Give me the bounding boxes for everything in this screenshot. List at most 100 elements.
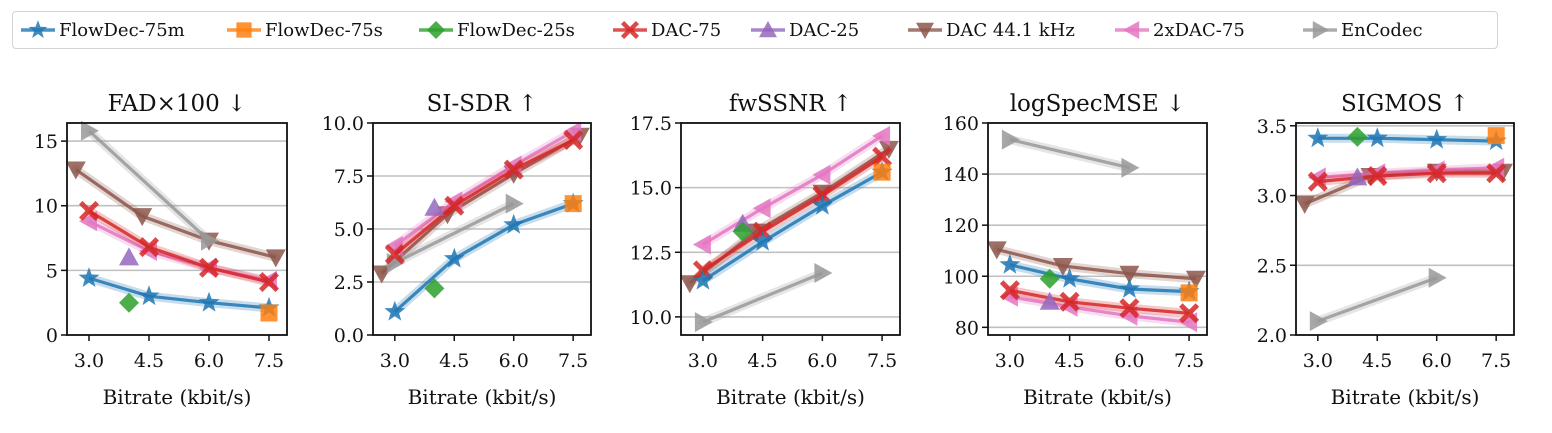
legend-label: DAC-25	[789, 20, 859, 41]
data-point	[1119, 265, 1140, 284]
data-point	[265, 249, 286, 268]
x-axis-label: Bitrate (kbit/s)	[1023, 385, 1172, 409]
series-dac-44-1-khz	[986, 241, 1206, 289]
legend: FlowDec-75m FlowDec-75s FlowDec-25s DAC-75 D…	[12, 11, 1498, 49]
data-point	[814, 263, 833, 283]
data-point	[132, 208, 153, 227]
data-point	[872, 146, 893, 167]
y-tick-label: 0.0	[334, 325, 364, 347]
data-point	[1309, 311, 1328, 332]
series-line	[1317, 166, 1497, 179]
axes-frame	[372, 122, 592, 336]
series-line	[702, 271, 824, 324]
data-point	[1185, 270, 1206, 289]
series-dac-75	[692, 146, 893, 281]
x-tick-label: 7.5	[1481, 350, 1511, 372]
x-tick-label: 6.0	[1422, 350, 1452, 372]
series-encodec	[1309, 267, 1447, 332]
axes-frame	[680, 122, 901, 336]
series-flowdec-75m	[692, 161, 893, 290]
legend-label: DAC-75	[651, 20, 721, 41]
data-point	[424, 278, 445, 299]
data-point	[1180, 284, 1198, 302]
data-point	[201, 230, 219, 251]
confidence-band	[84, 273, 274, 313]
legend-marker-square-icon	[236, 22, 252, 38]
legend-entry: DAC-25	[751, 20, 859, 41]
data-point	[424, 197, 445, 216]
series-line	[393, 138, 574, 256]
y-tick-label: 15.0	[630, 178, 672, 200]
x-axis-label: Bitrate (kbit/s)	[103, 385, 252, 409]
x-tick-label: 4.5	[1055, 350, 1085, 372]
data-point	[444, 195, 465, 216]
axes-frame	[987, 122, 1208, 336]
x-tick-label: 4.5	[134, 350, 164, 372]
series-encodec	[694, 263, 833, 333]
panel-2: 0.0 2.5 5.0 7.5 10.0 3.0 4.5 6.0 7.5 SI-SDR ↑ Bitr…	[322, 91, 592, 409]
legend-label: FlowDec-75m	[59, 20, 185, 41]
legend-marker-triangle-up-icon	[759, 21, 777, 38]
legend-entry: DAC-75	[613, 20, 721, 41]
data-point	[259, 272, 279, 292]
series-line	[1009, 263, 1190, 294]
legend-label: 2xDAC-75	[1153, 20, 1245, 41]
x-tick-label: 7.5	[867, 350, 897, 372]
axes-frame	[1295, 122, 1515, 336]
x-tick-label: 4.5	[439, 350, 469, 372]
data-point	[119, 292, 139, 313]
series-flowdec-25s	[732, 221, 753, 242]
data-point	[563, 130, 584, 150]
series-flowdec-75s	[564, 195, 582, 213]
data-point	[199, 257, 219, 278]
legend-marker-triangle-left-icon	[1123, 21, 1140, 39]
series-encodec	[81, 120, 219, 251]
data-point	[1347, 167, 1368, 186]
data-point	[752, 198, 771, 219]
x-tick-label: 7.5	[558, 350, 588, 372]
panel-title: SI-SDR ↑	[427, 91, 538, 117]
data-point	[1486, 163, 1507, 184]
legend-marker-star-icon	[28, 20, 48, 39]
y-tick-label: 10.0	[322, 113, 364, 135]
y-tick-label: 12.5	[630, 242, 672, 264]
series-dac-75	[384, 130, 584, 265]
y-tick-label: 80	[955, 317, 979, 339]
y-tick-label: 10.0	[630, 307, 672, 329]
data-point	[1367, 166, 1388, 186]
y-tick-label: 2.5	[334, 272, 364, 294]
data-point	[139, 237, 159, 258]
legend-entry: FlowDec-75m	[21, 20, 185, 41]
data-point	[119, 247, 139, 266]
panel-title: fwSSNR ↑	[729, 91, 852, 117]
series-line	[1317, 171, 1497, 184]
series-line	[702, 155, 883, 272]
series-dac-25	[1039, 291, 1060, 310]
panel-title: logSpecMSE ↓	[1010, 91, 1186, 117]
data-point	[1001, 129, 1020, 150]
data-point	[78, 267, 100, 287]
data-point	[1426, 163, 1447, 184]
series-flowdec-25s	[119, 292, 139, 313]
series-flowdec-75s	[1180, 284, 1198, 302]
series-dac-25	[424, 197, 445, 216]
panel-title: SIGMOS ↑	[1341, 91, 1469, 117]
x-tick-label: 3.0	[1303, 350, 1333, 372]
data-point	[384, 244, 405, 265]
data-point	[1366, 127, 1388, 148]
data-point	[198, 291, 220, 312]
legend-marker-x-filled-icon	[621, 21, 639, 39]
legend-label: DAC 44.1 kHz	[946, 20, 1075, 41]
series-dac-25	[119, 247, 139, 266]
series-line	[1009, 288, 1190, 315]
legend-entry: FlowDec-25s	[419, 20, 575, 41]
data-point	[503, 159, 524, 180]
legend-entry: DAC 44.1 kHz	[908, 20, 1075, 41]
plot-area	[986, 129, 1206, 333]
series-line	[74, 168, 277, 259]
data-point	[1426, 128, 1448, 149]
series-line	[702, 134, 883, 246]
data-point	[692, 269, 714, 290]
series-2xdac-75	[692, 125, 891, 255]
data-point	[732, 221, 753, 242]
